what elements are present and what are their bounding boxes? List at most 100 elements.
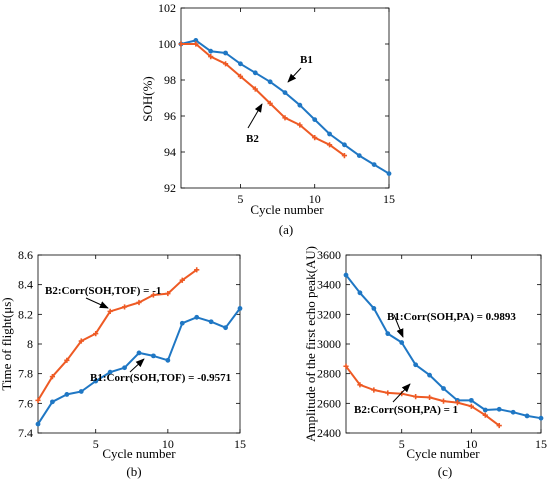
y-tick-label: 96 [164, 109, 176, 123]
data-point [93, 331, 99, 337]
data-point [165, 290, 171, 297]
data-point [178, 41, 184, 47]
data-point [468, 397, 474, 403]
data-point [93, 378, 99, 384]
data-point [122, 365, 127, 371]
data-point [165, 357, 171, 363]
series-b1 [343, 272, 544, 421]
data-point [524, 413, 530, 419]
series-line [181, 43, 345, 157]
data-point [193, 38, 199, 43]
x-axis-label: Cycle number [250, 202, 324, 217]
data-point [399, 340, 405, 345]
annotation-label: B1 [300, 54, 313, 66]
data-point [35, 421, 41, 427]
data-point [151, 353, 156, 359]
data-point [413, 394, 419, 400]
chart-panel: 7.4 7.6 7.8 8 8.2 8.4 8.6 5 10 15 Cycle number Time… [0, 248, 246, 479]
data-point [342, 142, 347, 148]
x-axis-label: Cycle number [102, 446, 176, 461]
data-point [49, 374, 56, 380]
data-point [35, 397, 41, 403]
data-point [510, 409, 516, 415]
data-point [64, 357, 70, 363]
data-point [78, 389, 84, 394]
series-line [37, 307, 241, 425]
y-tick-label: 8.2 [18, 307, 33, 321]
panel-label: (b) [126, 464, 141, 479]
y-tick-label: 102 [158, 1, 176, 15]
series-b2 [178, 41, 348, 159]
data-point [267, 100, 273, 106]
series-b1 [35, 306, 243, 427]
data-point [371, 306, 377, 311]
y-tick-label: 8.4 [18, 278, 33, 292]
annotation-arrow [392, 383, 411, 403]
y-tick-label: 3000 [317, 337, 341, 351]
data-point [223, 325, 228, 331]
x-tick-label: 15 [535, 437, 547, 451]
y-tick-label: 92 [164, 181, 176, 195]
data-point [413, 362, 419, 368]
data-point [496, 406, 502, 412]
data-point [441, 386, 446, 391]
panel-label: (a) [279, 222, 293, 237]
data-point [357, 290, 363, 296]
annotation-arrow [85, 297, 109, 309]
chart-panel: 92 94 96 98 100 102 5 10 15 Cycle number SOH(%) (a)… [140, 1, 395, 237]
series-b2 [35, 267, 200, 403]
data-point [237, 73, 244, 79]
data-point [297, 122, 303, 128]
data-point [136, 350, 142, 356]
data-point [371, 162, 377, 168]
data-point [237, 306, 243, 311]
data-point [208, 48, 214, 54]
axes-frame [180, 7, 390, 189]
y-axis-label: Amplitude of the first echo peak(AU) [303, 246, 318, 442]
data-point [454, 399, 461, 406]
annotation-label: B1:Corr(SOH,PA) = 0.9893 [387, 311, 516, 323]
data-point [78, 338, 84, 344]
data-point [150, 292, 157, 298]
data-point [427, 372, 432, 378]
data-point [179, 277, 185, 283]
annotation-label: B2:Corr(SOH,TOF) = -1 [45, 285, 161, 297]
data-point [267, 79, 273, 85]
data-point [282, 115, 288, 121]
data-point [107, 308, 113, 314]
y-tick-label: 94 [164, 145, 176, 159]
data-point [356, 153, 362, 159]
annotation-label: B2 [246, 133, 259, 145]
x-tick-label: 15 [234, 437, 246, 451]
y-tick-label: 7.8 [18, 367, 33, 381]
data-point [496, 422, 502, 429]
annotation-label: B2:Corr(SOH,PA) = 1 [354, 404, 458, 416]
annotation-label: B1:Corr(SOH,TOF) = -0.9571 [90, 372, 231, 384]
data-point [223, 50, 228, 56]
data-point [399, 391, 405, 397]
y-axis-label: SOH(%) [140, 76, 155, 122]
series-line [37, 268, 198, 401]
data-point [326, 142, 333, 148]
data-point [121, 304, 128, 310]
x-tick-label: 5 [399, 437, 405, 451]
data-point [327, 131, 332, 137]
data-point [343, 363, 349, 369]
data-point [385, 390, 391, 396]
y-tick-label: 3200 [317, 307, 341, 321]
y-tick-label: 3600 [317, 248, 341, 262]
data-point [482, 407, 488, 413]
data-point [312, 117, 318, 122]
x-tick-label: 5 [237, 192, 243, 206]
data-point [222, 61, 229, 67]
data-point [193, 41, 199, 47]
data-point [64, 392, 70, 397]
chart-panel: 2400 2600 2800 3000 3200 3400 3600 5 10 15 Cycle n… [303, 246, 547, 479]
y-tick-label: 2800 [317, 367, 341, 381]
data-point [312, 135, 318, 141]
y-tick-label: 98 [164, 73, 176, 87]
series-b1 [178, 38, 392, 177]
x-tick-label: 10 [162, 437, 174, 451]
data-point [386, 171, 392, 177]
data-point [238, 61, 243, 67]
